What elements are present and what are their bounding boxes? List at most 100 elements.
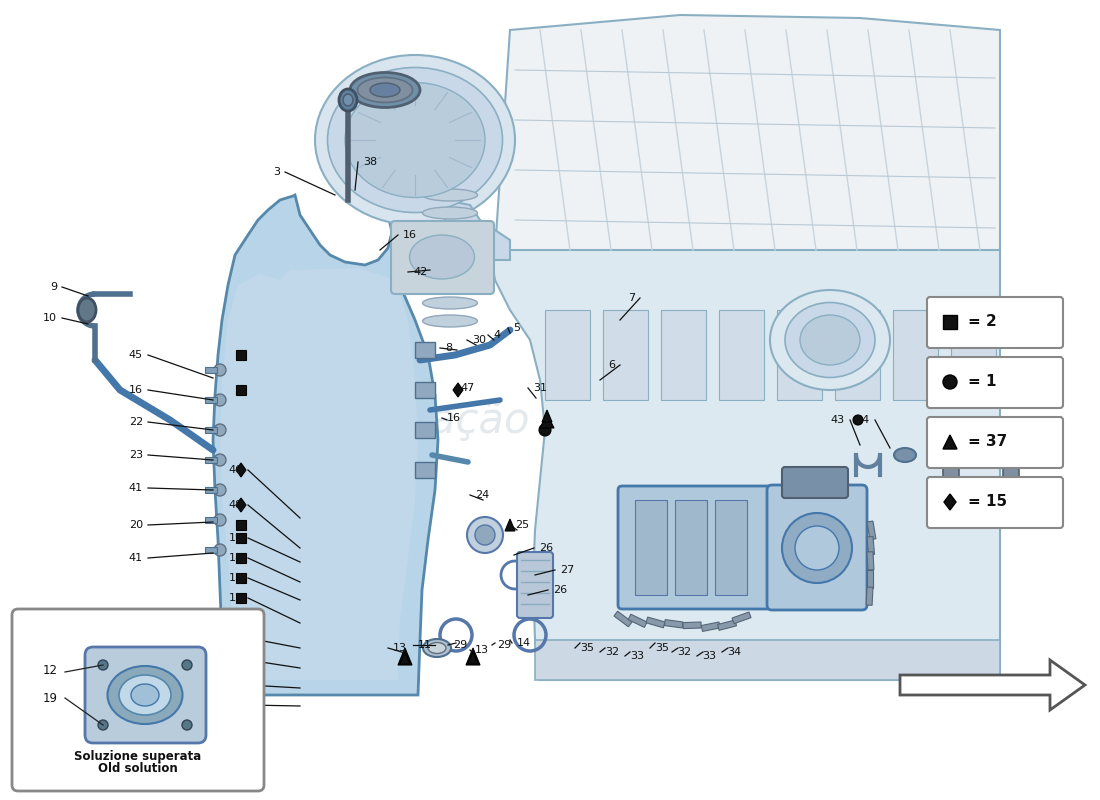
Text: Old solution: Old solution [98, 762, 178, 775]
Bar [236, 633, 246, 643]
Text: 41: 41 [129, 553, 143, 563]
Bar [205, 547, 217, 553]
Bar [415, 422, 434, 438]
Circle shape [214, 454, 225, 466]
Text: 27: 27 [560, 565, 574, 575]
Polygon shape [466, 648, 480, 665]
Ellipse shape [424, 639, 451, 657]
Text: 16: 16 [447, 413, 461, 423]
Ellipse shape [770, 290, 890, 390]
Text: 24: 24 [475, 490, 490, 500]
Polygon shape [540, 414, 554, 428]
Text: 28: 28 [229, 680, 243, 690]
Text: 12: 12 [229, 593, 243, 603]
Bar [719, 310, 764, 400]
Ellipse shape [422, 189, 477, 201]
Circle shape [539, 424, 551, 436]
Bar [205, 427, 217, 433]
Text: 34: 34 [727, 647, 741, 657]
Bar [732, 612, 751, 624]
Polygon shape [400, 652, 410, 664]
Text: 32: 32 [676, 647, 691, 657]
Ellipse shape [422, 243, 477, 255]
Text: 23: 23 [129, 450, 143, 460]
Text: 17: 17 [229, 573, 243, 583]
Text: 16: 16 [403, 230, 417, 240]
Text: 29: 29 [453, 640, 468, 650]
FancyBboxPatch shape [927, 477, 1063, 528]
Ellipse shape [422, 261, 477, 273]
Text: Ferrari: Ferrari [566, 276, 954, 424]
Ellipse shape [422, 279, 477, 291]
Circle shape [98, 720, 108, 730]
FancyBboxPatch shape [85, 647, 206, 743]
Bar [236, 533, 246, 543]
Polygon shape [943, 435, 957, 449]
FancyBboxPatch shape [943, 463, 959, 507]
Text: 40: 40 [229, 655, 243, 665]
Bar [415, 462, 434, 478]
Text: = 2: = 2 [968, 314, 997, 330]
Circle shape [852, 415, 864, 425]
Circle shape [214, 514, 225, 526]
Polygon shape [944, 494, 956, 510]
Bar [415, 382, 434, 398]
Text: 44: 44 [856, 415, 870, 425]
Ellipse shape [339, 89, 358, 111]
Text: 13: 13 [393, 643, 407, 653]
Text: 35: 35 [654, 643, 669, 653]
FancyBboxPatch shape [12, 609, 264, 791]
Ellipse shape [370, 83, 400, 97]
Text: 9: 9 [50, 282, 57, 292]
Ellipse shape [785, 302, 874, 378]
Ellipse shape [78, 298, 96, 322]
FancyBboxPatch shape [517, 552, 553, 618]
Text: = 15: = 15 [968, 494, 1008, 510]
Bar [715, 500, 747, 595]
Text: 13: 13 [475, 645, 490, 655]
Text: 19: 19 [43, 691, 58, 705]
Bar [236, 700, 246, 710]
Text: 43: 43 [830, 415, 845, 425]
Ellipse shape [428, 642, 446, 654]
Bar [950, 450, 1005, 459]
Circle shape [214, 424, 225, 436]
Text: a pação por carros: a pação por carros [365, 398, 755, 442]
Text: 42: 42 [412, 267, 427, 277]
Text: 41: 41 [129, 483, 143, 493]
Text: 30: 30 [472, 335, 486, 345]
FancyBboxPatch shape [927, 417, 1063, 468]
Ellipse shape [422, 297, 477, 309]
Bar [835, 310, 880, 400]
Circle shape [214, 364, 225, 376]
Bar [415, 342, 434, 358]
Text: 29: 29 [497, 640, 512, 650]
Bar [777, 310, 822, 400]
FancyBboxPatch shape [1003, 463, 1019, 507]
Bar [614, 611, 632, 627]
Ellipse shape [422, 225, 477, 237]
Bar [205, 457, 217, 463]
Circle shape [182, 720, 192, 730]
FancyBboxPatch shape [618, 486, 771, 609]
Ellipse shape [345, 82, 485, 198]
Ellipse shape [894, 448, 916, 462]
Bar [866, 587, 873, 606]
Text: 33: 33 [702, 651, 716, 661]
Ellipse shape [800, 315, 860, 365]
Circle shape [98, 660, 108, 670]
FancyBboxPatch shape [782, 467, 848, 498]
Bar [205, 397, 217, 403]
Circle shape [468, 517, 503, 553]
Bar [683, 622, 701, 629]
Bar [661, 310, 706, 400]
Text: 5: 5 [513, 323, 520, 333]
Ellipse shape [131, 684, 160, 706]
Polygon shape [900, 660, 1085, 710]
Polygon shape [535, 640, 1000, 680]
Bar [236, 573, 246, 583]
Text: 6: 6 [608, 360, 615, 370]
Text: 4: 4 [493, 330, 500, 340]
Circle shape [782, 513, 852, 583]
FancyBboxPatch shape [927, 357, 1063, 408]
